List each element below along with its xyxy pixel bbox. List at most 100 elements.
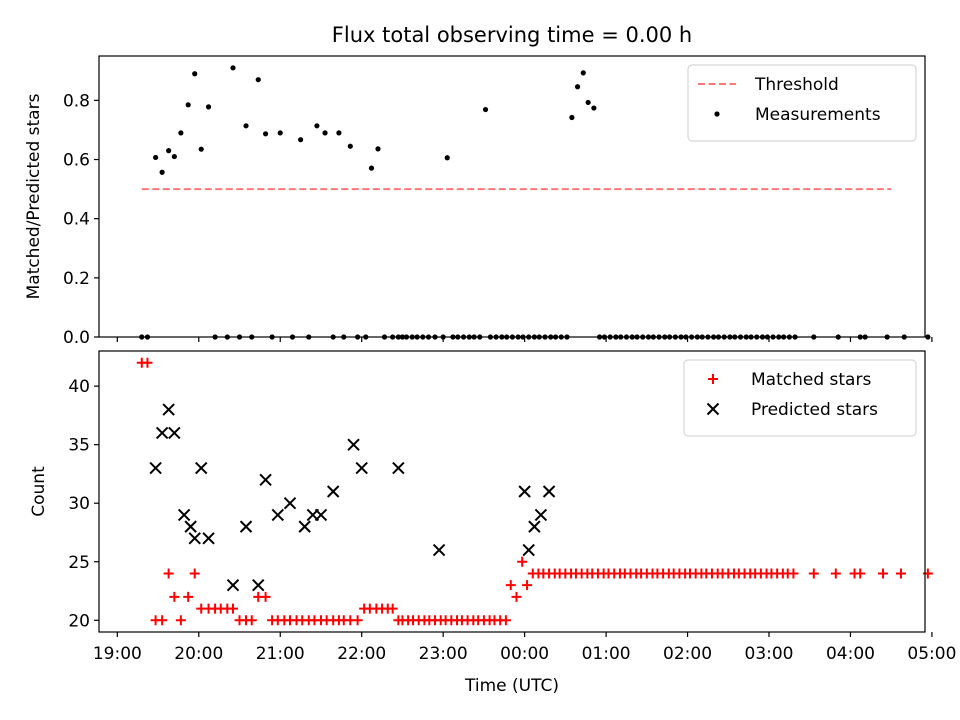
measurement-point <box>178 130 184 136</box>
measurement-point <box>185 102 191 108</box>
measurement-point <box>585 99 591 106</box>
xtick-label: 02:00 <box>663 644 712 664</box>
bottom-legend: Matched stars Predicted stars <box>683 359 917 437</box>
matched-point <box>246 615 257 626</box>
predicted-point <box>326 485 340 498</box>
bottom-ytick-label: 35 <box>68 436 90 456</box>
bottom-series-predicted-stars <box>149 403 556 592</box>
xtick-label: 23:00 <box>419 644 468 664</box>
matched-point <box>830 568 841 579</box>
xtick-label: 00:00 <box>500 644 549 664</box>
predicted-point <box>314 508 328 522</box>
xtick-label: 21:00 <box>256 644 305 664</box>
measurement-point <box>198 146 204 152</box>
measurement-point <box>347 143 353 149</box>
legend-marker <box>708 374 718 384</box>
legend-marker <box>706 402 720 416</box>
predicted-point <box>252 578 265 592</box>
top-legend-box <box>687 64 917 142</box>
measurement-point <box>314 123 320 129</box>
bottom-ytick-label: 20 <box>68 611 90 631</box>
measurement-point <box>336 130 342 136</box>
predicted-point <box>168 426 181 440</box>
matched-point <box>855 568 866 579</box>
predicted-point <box>202 532 215 545</box>
top-chart-title: Flux total observing time = 0.00 h <box>332 23 692 47</box>
bottom-panel: 20 25 30 35 40 19:00 20:00 21:00 22:00 23:00 00:00… <box>29 350 956 696</box>
predicted-point <box>226 578 240 592</box>
bottom-series-matched-stars <box>136 357 933 626</box>
top-axes-frame <box>98 55 926 338</box>
predicted-point <box>518 485 531 498</box>
predicted-point <box>195 461 208 475</box>
matched-point <box>895 568 906 579</box>
predicted-point <box>392 461 405 475</box>
xtick-label: 05:00 <box>907 644 956 664</box>
predicted-point <box>432 543 446 557</box>
top-ytick-label: 0.6 <box>63 151 90 171</box>
xtick-label: 19:00 <box>93 644 142 664</box>
measurement-point <box>591 105 597 111</box>
xlabel: Time (UTC) <box>464 676 559 696</box>
predicted-point <box>528 520 541 533</box>
top-legend: Threshold Measurements <box>687 64 917 142</box>
bottom-legend-box <box>683 359 917 437</box>
matched-point <box>500 615 511 626</box>
measurement-point <box>205 104 212 110</box>
measurement-point <box>192 71 198 77</box>
top-ytick-label: 0.4 <box>63 210 90 230</box>
matched-point <box>260 591 271 602</box>
matched-point <box>142 357 153 368</box>
measurement-point <box>444 155 450 161</box>
measurement-point <box>159 169 165 175</box>
measurement-point <box>482 106 489 113</box>
legend-label: Threshold <box>754 75 839 95</box>
predicted-point <box>522 543 535 557</box>
predicted-point <box>542 485 556 498</box>
predicted-point <box>355 461 368 475</box>
measurement-point <box>569 114 575 121</box>
top-ytick-label: 0.2 <box>63 269 90 289</box>
xtick-label: 01:00 <box>582 644 631 664</box>
matched-point <box>228 603 239 614</box>
predicted-point <box>155 426 169 440</box>
predicted-point <box>188 532 201 545</box>
measurement-point <box>580 70 586 76</box>
measurement-point <box>375 146 381 152</box>
top-ylabel: Matched/Predicted stars <box>24 93 44 299</box>
bottom-axes-frame <box>98 350 926 633</box>
top-ytick-label: 0.0 <box>63 328 90 348</box>
measurement-point <box>368 165 375 171</box>
measurement-point <box>171 153 177 160</box>
measurement-point <box>230 65 236 71</box>
xtick-label: 20:00 <box>174 644 223 664</box>
matched-point <box>788 568 799 579</box>
matched-point <box>163 568 174 579</box>
measurement-point <box>166 148 172 154</box>
measurement-point <box>574 84 581 90</box>
matched-point <box>183 591 194 602</box>
matched-point <box>352 615 363 626</box>
predicted-point <box>283 497 297 510</box>
predicted-point <box>184 520 197 533</box>
measurement-point <box>925 334 931 340</box>
legend-marker <box>714 111 720 117</box>
matched-point <box>511 591 522 602</box>
xtick-label: 22:00 <box>337 644 386 664</box>
measurement-point <box>277 130 283 136</box>
measurement-point <box>243 123 249 129</box>
measurement-point <box>262 131 269 137</box>
bottom-ylabel: Count <box>29 466 49 517</box>
measurement-point <box>153 154 159 161</box>
legend-label: Matched stars <box>751 370 871 390</box>
top-ytick-label: 0.8 <box>63 91 90 111</box>
legend-label: Measurements <box>755 105 881 125</box>
bottom-ytick-label: 30 <box>68 494 90 514</box>
matched-point <box>505 580 516 591</box>
matched-point <box>387 603 398 614</box>
predicted-point <box>271 508 285 522</box>
measurement-point <box>298 137 304 143</box>
predicted-point <box>162 403 175 416</box>
matched-point <box>878 568 889 579</box>
